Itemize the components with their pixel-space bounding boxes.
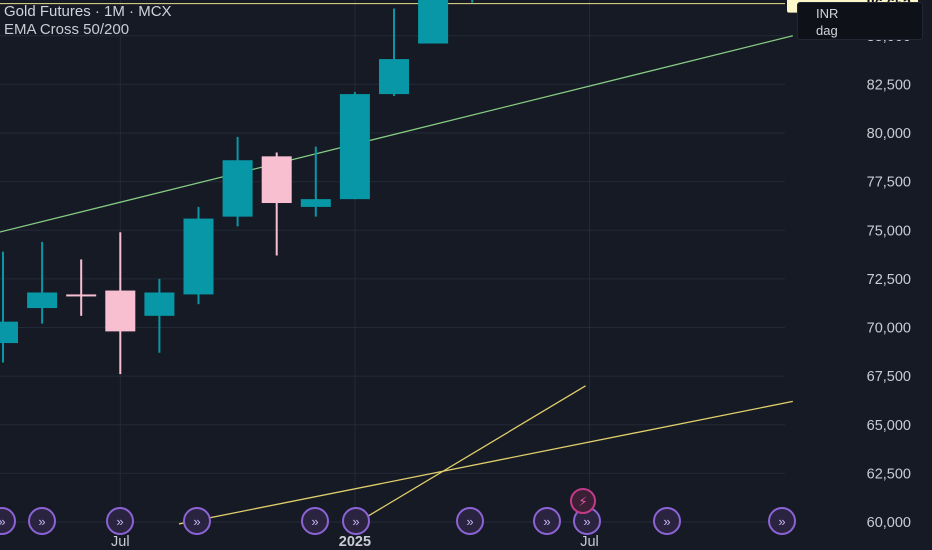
event-marker-icon [28,507,56,535]
unit-label: dag [816,23,838,38]
price-tick-label: 67,500 [867,369,911,385]
event-marker-icon [653,507,681,535]
candle-body [261,156,292,204]
event-marker-icon [533,507,561,535]
price-levels [0,3,785,5]
event-arrow-icon: » [38,514,45,529]
event-arrow-icon: » [778,514,785,529]
price-tick-label: 60,000 [867,515,911,531]
event-marker-icon [106,507,134,535]
time-axis[interactable]: Jul 2025 Jul [111,534,599,550]
event-arrow-icon: » [0,514,6,529]
candle-body [27,292,58,309]
indicator-lines [0,35,793,525]
candle-body [300,199,331,207]
flash-glyph-icon: ⚡ [578,494,587,509]
time-tick-label: Jul [111,534,130,550]
candle-body [0,321,18,344]
event-marker-icon [183,507,211,535]
candles [0,0,474,375]
event-marker-icon [768,507,796,535]
event-marker-icon [301,507,329,535]
event-arrow-icon: » [311,514,318,529]
candle-body [144,292,175,316]
indicator-label[interactable]: EMA Cross 50/200 [4,21,130,38]
candle-body [66,294,97,297]
ema-slow-line [178,400,793,525]
currency-label: INR [816,6,839,21]
price-tick-label: 75,000 [867,223,911,239]
currency-unit-box[interactable]: INR dag [797,2,923,40]
time-tick-label: 2025 [339,534,371,550]
event-arrow-icon: » [352,514,359,529]
event-arrow-icon: » [193,514,200,529]
event-arrow-icon: » [663,514,670,529]
candle-body [105,290,136,332]
price-tick-label: 72,500 [867,272,911,288]
flash-event-icon [570,488,596,514]
price-tick-label: 65,000 [867,418,911,434]
candle-body [183,218,214,295]
price-tick-label: 77,500 [867,175,911,191]
time-tick-label: Jul [580,534,599,550]
symbol-title[interactable]: Gold Futures · 1M · MCX [4,3,172,20]
event-arrow-icon: » [466,514,473,529]
candle-body [379,59,409,95]
event-marker-icon [456,507,484,535]
event-arrow-icon: » [116,514,123,529]
price-tick-label: 80,000 [867,126,911,142]
ema-cross-line [354,385,586,525]
event-marker-icon [0,507,16,535]
ema-fast-line [0,35,793,233]
candle-body [222,160,253,217]
event-markers[interactable]: » » » » » » » » » » » ⚡ [0,488,796,535]
candle-body [339,94,370,200]
price-tick-label: 70,000 [867,321,911,337]
event-arrow-icon: » [583,514,590,529]
price-tick-label: 82,500 [867,77,911,93]
candle-body [418,0,449,44]
event-arrow-icon: » [543,514,550,529]
chart-header: Gold Futures · 1M · MCX EMA Cross 50/200 [4,3,172,39]
price-tick-label: 62,500 [867,466,911,482]
event-marker-icon [342,507,370,535]
